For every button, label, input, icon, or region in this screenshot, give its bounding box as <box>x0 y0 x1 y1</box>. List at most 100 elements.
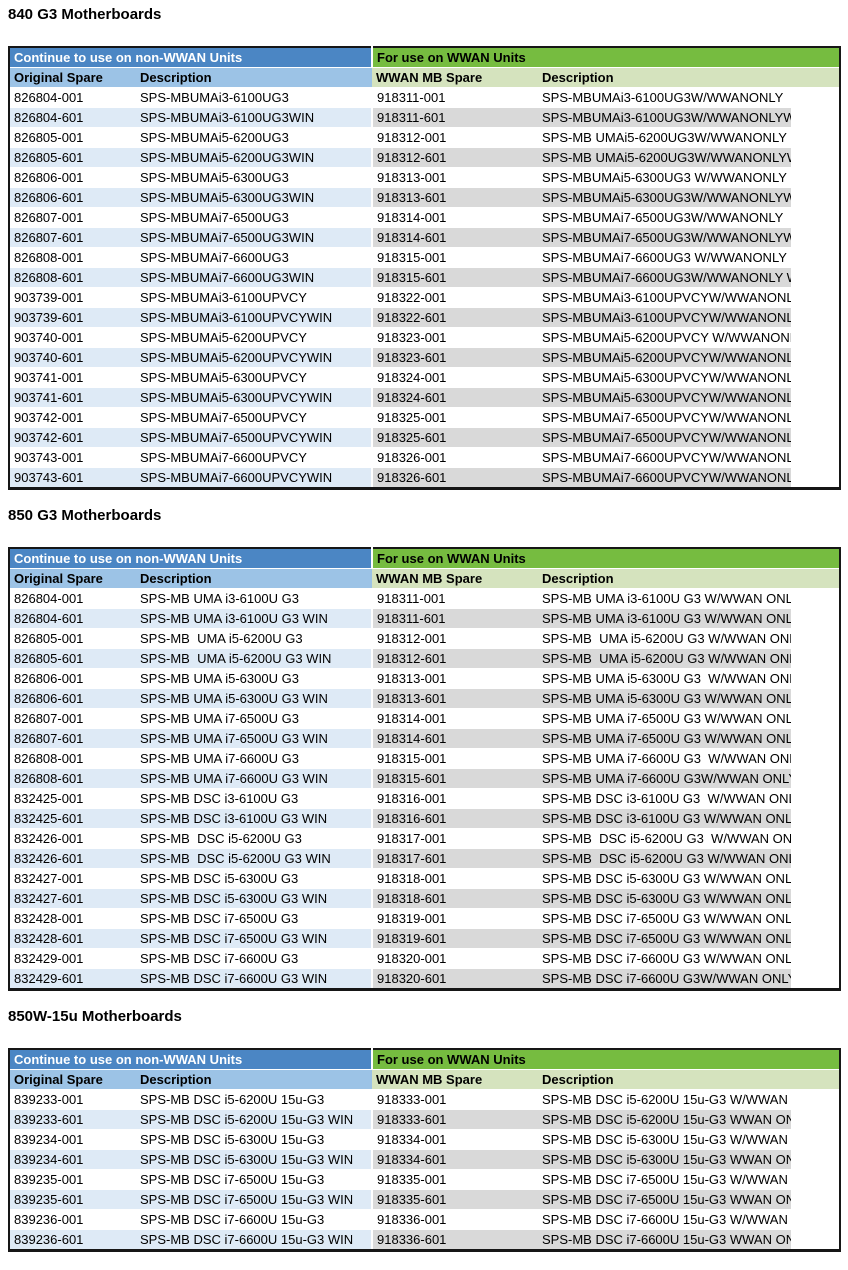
description-cell: SPS-MB UMA i7-6500U G3 WIN <box>136 728 373 749</box>
wwan-mb-spare-cell: 918334-001 <box>372 1129 538 1150</box>
table-row: 826808-001 SPS-MB UMA i7-6600U G3 918315-0… <box>9 748 840 769</box>
table-row: 832429-601 SPS-MB DSC i7-6600U G3 WIN 9183… <box>9 968 840 990</box>
table-row: 826807-601 SPS-MB UMA i7-6500U G3 WIN 9183… <box>9 728 840 749</box>
spacer-cell <box>791 287 840 308</box>
spacer-cell <box>791 87 840 108</box>
wwan-mb-spare-cell: 918319-001 <box>372 908 538 929</box>
original-spare-cell: 903739-601 <box>9 307 136 328</box>
wwan-description-cell: SPS-MB DSC i5-6200U G3 W/WWAN ONLY WIN <box>538 848 791 869</box>
spacer-cell <box>791 768 840 789</box>
spacer-cell <box>791 1209 840 1230</box>
original-spare-cell: 826806-001 <box>9 668 136 689</box>
spacer-cell <box>791 948 840 969</box>
wwan-group-header: For use on WWAN Units <box>372 1049 840 1070</box>
spacer-cell <box>791 968 840 990</box>
column-header-row: Original Spare Description WWAN MB Spare… <box>9 568 840 589</box>
original-spare-cell: 903740-001 <box>9 327 136 348</box>
description-cell: SPS-MB DSC i5-6200U G3 WIN <box>136 848 373 869</box>
description-cell: SPS-MBUMAi7-6500UG3 <box>136 207 373 228</box>
wwan-description-cell: SPS-MB UMA i7-6500U G3 W/WWAN ONLY <box>538 708 791 729</box>
spacer-cell <box>791 387 840 408</box>
spacer-cell <box>791 748 840 769</box>
table-row: 832429-001 SPS-MB DSC i7-6600U G3 918320-0… <box>9 948 840 969</box>
spacer-cell <box>791 908 840 929</box>
table-row: 839236-001 SPS-MB DSC i7-6600U 15u-G3 9183… <box>9 1209 840 1230</box>
table-row: 826804-601 SPS-MBUMAi3-6100UG3WIN 918311-6… <box>9 107 840 128</box>
wwan-mb-spare-cell: 918319-601 <box>372 928 538 949</box>
spacer-cell <box>791 688 840 709</box>
description-cell: SPS-MBUMAi5-6300UPVCY <box>136 367 373 388</box>
spacer-cell <box>791 808 840 829</box>
wwan-mb-spare-cell: 918312-001 <box>372 628 538 649</box>
wwan-mb-spare-cell: 918316-601 <box>372 808 538 829</box>
table-row: 826806-601 SPS-MB UMA i5-6300U G3 WIN 9183… <box>9 688 840 709</box>
wwan-mb-spare-cell: 918313-001 <box>372 167 538 188</box>
spacer-cell <box>791 1169 840 1190</box>
original-spare-cell: 832428-001 <box>9 908 136 929</box>
original-spare-cell: 826805-001 <box>9 628 136 649</box>
table-row: 826805-001 SPS-MB UMA i5-6200U G3 918312-0… <box>9 628 840 649</box>
description-cell: SPS-MB UMA i5-6300U G3 WIN <box>136 688 373 709</box>
spacer-cell <box>791 608 840 629</box>
description-cell: SPS-MBUMAi5-6200UPVCY <box>136 327 373 348</box>
table-row: 832428-001 SPS-MB DSC i7-6500U G3 918319-0… <box>9 908 840 929</box>
wwan-description-cell: SPS-MBUMAi7-6600UPVCYW/WWANONLYWIN <box>538 467 791 489</box>
wwan-mb-spare-cell: 918314-001 <box>372 708 538 729</box>
wwan-mb-spare-cell: 918314-601 <box>372 227 538 248</box>
original-spare-cell: 832427-001 <box>9 868 136 889</box>
wwan-description-cell: SPS-MB DSC i5-6200U 15u-G3 W/WWAN ONLY <box>538 1089 791 1110</box>
wwan-mb-spare-cell: 918333-601 <box>372 1109 538 1130</box>
column-header-wwan-description: Description <box>538 67 791 88</box>
spacer-cell <box>791 307 840 328</box>
table-row: 903741-001 SPS-MBUMAi5-6300UPVCY 918324-00… <box>9 367 840 388</box>
wwan-mb-spare-cell: 918318-001 <box>372 868 538 889</box>
wwan-mb-spare-cell: 918317-001 <box>372 828 538 849</box>
table-row: 903739-601 SPS-MBUMAi3-6100UPVCYWIN 918322… <box>9 307 840 328</box>
wwan-description-cell: SPS-MB UMA i5-6300U G3 W/WWAN ONLY WIN <box>538 688 791 709</box>
spacer-cell <box>791 1109 840 1130</box>
original-spare-cell: 826808-601 <box>9 267 136 288</box>
description-cell: SPS-MBUMAi3-6100UPVCYWIN <box>136 307 373 328</box>
spacer-cell <box>791 668 840 689</box>
wwan-description-cell: SPS-MBUMAi7-6600UG3W/WWANONLY WIN <box>538 267 791 288</box>
table-row: 839233-601 SPS-MB DSC i5-6200U 15u-G3 WIN… <box>9 1109 840 1130</box>
table-row: 832426-001 SPS-MB DSC i5-6200U G3 918317-0… <box>9 828 840 849</box>
wwan-description-cell: SPS-MB UMA i7-6600U G3W/WWAN ONLY WIN <box>538 768 791 789</box>
description-cell: SPS-MBUMAi7-6500UG3WIN <box>136 227 373 248</box>
original-spare-cell: 826808-001 <box>9 748 136 769</box>
original-spare-cell: 826806-601 <box>9 187 136 208</box>
wwan-description-cell: SPS-MB DSC i7-6600U G3 W/WWAN ONLY <box>538 948 791 969</box>
table-row: 826808-001 SPS-MBUMAi7-6600UG3 918315-001 S… <box>9 247 840 268</box>
description-cell: SPS-MBUMAi3-6100UPVCY <box>136 287 373 308</box>
wwan-description-cell: SPS-MBUMAi5-6300UPVCYW/WWANONLYWIN <box>538 387 791 408</box>
column-header-wwan-mb-spare: WWAN MB Spare <box>372 1069 538 1090</box>
column-header-original-spare: Original Spare <box>9 67 136 88</box>
original-spare-cell: 826804-001 <box>9 588 136 609</box>
original-spare-cell: 826808-601 <box>9 768 136 789</box>
column-header-description: Description <box>136 67 372 88</box>
section-title-850w-15u: 850W-15u Motherboards <box>8 1008 182 1025</box>
description-cell: SPS-MBUMAi7-6600UPVCYWIN <box>136 467 373 489</box>
table-row: 903740-001 SPS-MBUMAi5-6200UPVCY 918323-00… <box>9 327 840 348</box>
original-spare-cell: 832426-601 <box>9 848 136 869</box>
wwan-description-cell: SPS-MB UMA i5-6300U G3 W/WWAN ONLY <box>538 668 791 689</box>
table-row: 826807-001 SPS-MBUMAi7-6500UG3 918314-001 S… <box>9 207 840 228</box>
original-spare-cell: 839235-001 <box>9 1169 136 1190</box>
original-spare-cell: 826805-001 <box>9 127 136 148</box>
description-cell: SPS-MB DSC i7-6600U G3 <box>136 948 373 969</box>
wwan-mb-spare-cell: 918322-001 <box>372 287 538 308</box>
table-row: 832428-601 SPS-MB DSC i7-6500U G3 WIN 9183… <box>9 928 840 949</box>
column-header-spacer <box>791 1069 840 1090</box>
table-row: 826805-601 SPS-MBUMAi5-6200UG3WIN 918312-6… <box>9 147 840 168</box>
wwan-mb-spare-cell: 918315-601 <box>372 768 538 789</box>
wwan-mb-spare-cell: 918313-601 <box>372 187 538 208</box>
group-header-row: Continue to use on non-WWAN Units For us… <box>9 1049 840 1070</box>
wwan-group-header: For use on WWAN Units <box>372 548 840 569</box>
wwan-description-cell: SPS-MB DSC i7-6600U G3W/WWAN ONLY WIN <box>538 968 791 990</box>
section-850-g3: 850 G3 Motherboards Continue to use on n… <box>8 508 848 991</box>
wwan-description-cell: SPS-MBUMAi3-6100UG3W/WWANONLYWIN <box>538 107 791 128</box>
original-spare-cell: 826806-601 <box>9 688 136 709</box>
original-spare-cell: 826807-001 <box>9 708 136 729</box>
non-wwan-group-header: Continue to use on non-WWAN Units <box>9 548 373 569</box>
original-spare-cell: 903743-601 <box>9 467 136 489</box>
